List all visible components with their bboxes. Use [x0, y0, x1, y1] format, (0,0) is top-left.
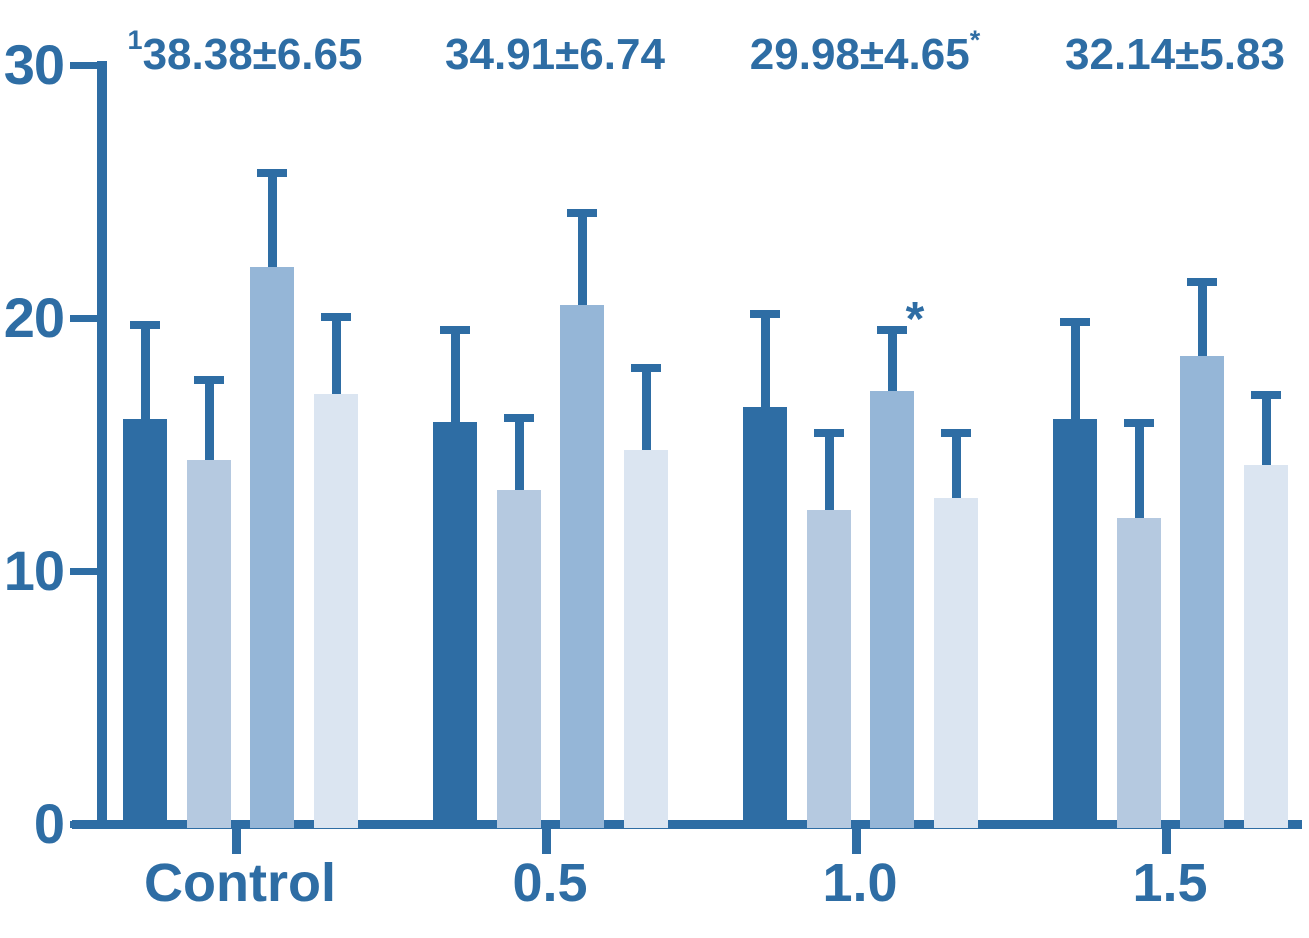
bar-0.5-s3 [560, 305, 604, 828]
error-bar-cap [814, 429, 844, 437]
group-mean-annotation: 138.38±6.65 [127, 25, 363, 80]
group-mean-annotation: 29.98±4.65* [749, 25, 981, 80]
error-bar-cap [631, 364, 661, 372]
x-axis-category-label: 0.5 [512, 853, 588, 913]
error-bar-cap [1060, 318, 1090, 326]
y-axis-tick [70, 821, 100, 828]
error-bar-line [760, 314, 770, 407]
error-bar-cap [567, 209, 597, 217]
x-axis-tick [852, 829, 861, 854]
error-bar-line [577, 213, 587, 305]
error-bar-line [450, 330, 460, 422]
bar-1.0-s4 [934, 498, 978, 828]
bar-Control-s4 [314, 394, 358, 828]
group-mean-annotation: 34.91±6.74 [445, 30, 665, 79]
error-bar-line [824, 433, 834, 510]
group-mean-annotation: 32.14±5.83 [1065, 30, 1285, 79]
bar-1.5-s4 [1244, 465, 1288, 828]
error-bar-line [1197, 282, 1207, 356]
error-bar-cap [941, 429, 971, 437]
error-bar-line [267, 173, 277, 267]
bar-1.5-s1 [1053, 419, 1097, 828]
error-bar-line [1134, 423, 1144, 518]
y-axis-tick-label: 20 [3, 286, 65, 349]
annotation-superscript: 1 [127, 25, 143, 55]
x-axis-tick [232, 829, 241, 854]
error-bar-cap [321, 313, 351, 321]
error-bar-line [1070, 322, 1080, 419]
significance-asterisk: * [905, 293, 925, 346]
bar-Control-s1 [123, 419, 167, 828]
x-axis-category-label: 1.0 [822, 853, 898, 913]
error-bar-line [331, 317, 341, 394]
x-axis-tick [542, 829, 551, 854]
y-axis-tick-label: 0 [33, 792, 65, 855]
error-bar-cap [130, 321, 160, 329]
bar-0.5-s2 [497, 490, 541, 828]
error-bar-cap [1124, 419, 1154, 427]
y-axis-tick [70, 315, 100, 322]
bar-1.0-s3 [870, 391, 914, 828]
bar-1.5-s3 [1180, 356, 1224, 828]
error-bar-cap [750, 310, 780, 318]
error-bar-line [1261, 395, 1271, 465]
y-axis-line [97, 61, 107, 829]
y-axis-tick-label: 30 [3, 33, 65, 96]
bar-1.0-s2 [807, 510, 851, 828]
error-bar-cap [440, 326, 470, 334]
y-axis-tick [70, 568, 100, 575]
error-bar-line [951, 433, 961, 498]
error-bar-line [887, 330, 897, 391]
bar-1.0-s1 [743, 407, 787, 828]
x-axis-category-label: 1.5 [1132, 853, 1208, 913]
error-bar-line [514, 418, 524, 490]
error-bar-line [140, 325, 150, 419]
error-bar-cap [1187, 278, 1217, 286]
x-axis-tick [1162, 829, 1171, 854]
error-bar-line [204, 380, 214, 460]
bar-Control-s3 [250, 267, 294, 828]
x-axis-category-label: Control [144, 853, 336, 913]
bar-Control-s2 [187, 460, 231, 828]
bar-1.5-s2 [1117, 518, 1161, 828]
y-axis-tick-label: 10 [3, 539, 65, 602]
bar-0.5-s1 [433, 422, 477, 828]
error-bar-cap [257, 169, 287, 177]
error-bar-cap [877, 326, 907, 334]
y-axis-tick [70, 62, 100, 69]
error-bar-cap [1251, 391, 1281, 399]
bar-0.5-s4 [624, 450, 668, 828]
error-bar-line [641, 368, 651, 450]
error-bar-cap [504, 414, 534, 422]
error-bar-cap [194, 376, 224, 384]
annotation-significance-asterisk: * [969, 25, 981, 55]
x-axis-line [72, 820, 1302, 829]
